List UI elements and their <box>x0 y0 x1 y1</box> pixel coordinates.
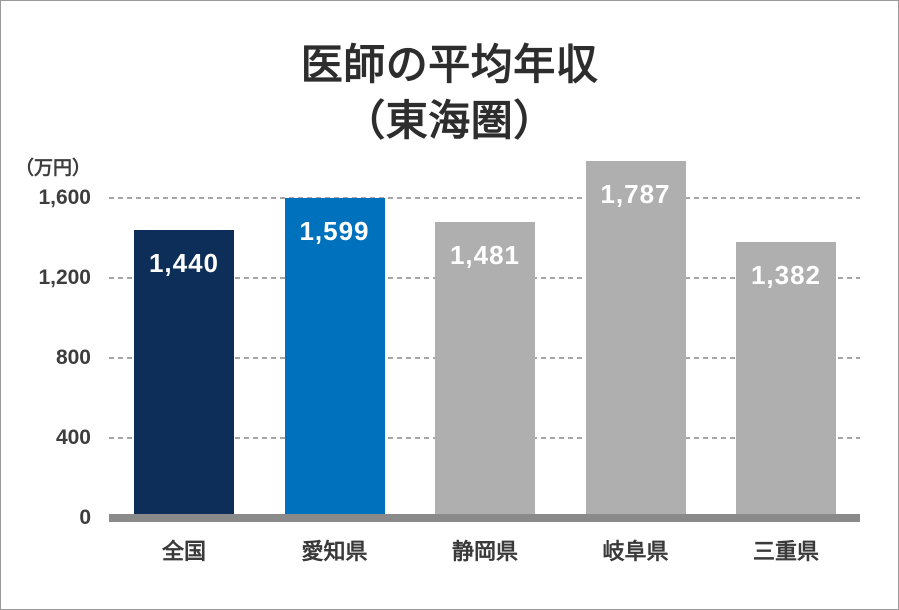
bar-1: 1,599 <box>284 198 385 514</box>
x-axis-category-label: 三重県 <box>752 539 819 564</box>
bar-0: 1,440 <box>134 230 234 514</box>
x-axis-category-label: 静岡県 <box>451 539 518 564</box>
chart-title: 医師の平均年収 （東海圏） <box>1 37 898 149</box>
y-axis-tick-label: 0 <box>79 506 91 529</box>
y-axis-tick-label: 1,200 <box>38 266 91 289</box>
bar-2: 1,481 <box>435 221 535 514</box>
y-axis-unit-label: （万円） <box>14 158 91 179</box>
bar-value-label: 1,787 <box>600 178 671 209</box>
gridline <box>109 197 860 199</box>
chart-title-line1: 医師の平均年収 <box>300 41 599 88</box>
bar-3: 1,787 <box>585 160 686 514</box>
x-axis-category-label: 愛知県 <box>301 539 368 564</box>
x-axis-category-label: 全国 <box>161 539 206 564</box>
bar-4: 1,382 <box>736 241 836 514</box>
chart-title-line2: （東海圏） <box>343 97 556 144</box>
x-axis-category-label: 岐阜県 <box>602 539 669 564</box>
y-axis-tick-label: 1,600 <box>38 186 91 209</box>
bar-value-label: 1,599 <box>299 216 370 247</box>
bar-value-label: 1,440 <box>148 248 220 278</box>
x-axis-line <box>109 514 860 522</box>
y-axis-tick-label: 400 <box>55 426 91 449</box>
bar-value-label: 1,481 <box>449 239 521 270</box>
bar-value-label: 1,382 <box>750 259 822 290</box>
y-axis-tick-label: 800 <box>55 346 91 369</box>
